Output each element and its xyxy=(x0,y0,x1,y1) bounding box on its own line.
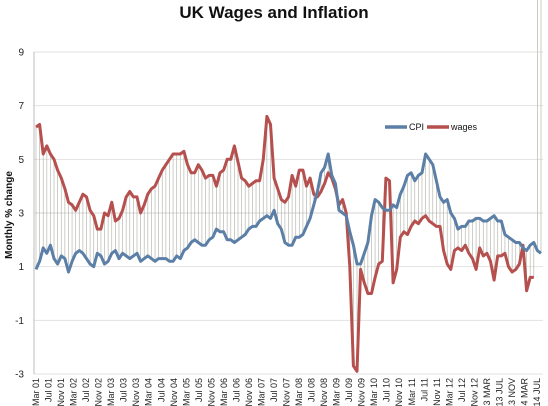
x-tick-label: Nov 01 xyxy=(56,378,66,406)
x-tick-label: Jul 05 xyxy=(194,378,204,402)
x-tick-label: Mar 11 xyxy=(407,378,417,405)
legend-label-cpi: CPI xyxy=(409,122,424,132)
y-tick-label: -3 xyxy=(15,370,24,381)
x-tick-label: Jul 03 xyxy=(119,378,129,402)
x-tick-label: 2013 MAR xyxy=(482,378,492,406)
x-tick-label: Mar 07 xyxy=(256,378,266,406)
x-tick-label: Mar 01 xyxy=(31,378,41,406)
x-tick-label: Jul 12 xyxy=(457,378,467,402)
x-tick-label: Jul 11 xyxy=(419,378,429,401)
x-tick-label: Mar 09 xyxy=(332,378,342,406)
y-tick-labels: -3 -1 1 3 5 7 9 xyxy=(15,48,24,381)
x-tick-label: Nov 02 xyxy=(94,378,104,406)
y-tick-label: 3 xyxy=(18,209,24,220)
x-tick-label: Mar 08 xyxy=(294,378,304,406)
x-tick-label: Mar 05 xyxy=(181,378,191,406)
y-tick-label: 9 xyxy=(18,48,24,59)
legend: CPI wages xyxy=(385,122,478,132)
x-tick-label: Mar 04 xyxy=(144,378,154,406)
x-tick-label: 2014 MAR xyxy=(519,378,529,406)
x-tick-label: Nov 12 xyxy=(469,378,479,406)
x-tick-label: Jul 09 xyxy=(344,378,354,402)
x-tick-label: Jul 01 xyxy=(44,378,54,402)
x-tick-label: Nov 06 xyxy=(244,378,254,406)
gap-fill-hatch xyxy=(35,0,542,372)
series-line-cpi xyxy=(34,152,542,274)
x-tick-label: Nov 07 xyxy=(282,378,292,406)
x-tick-labels: Mar 01 Jul 01 Nov 01 Mar 02 Jul 02 Nov 02 Mar … xyxy=(31,378,542,406)
x-tick-label: Nov 03 xyxy=(131,378,141,406)
x-tick-label: Mar 10 xyxy=(369,378,379,406)
y-tick-label: 5 xyxy=(18,155,24,166)
x-tick-label: Nov 10 xyxy=(394,378,404,406)
x-tick-label: 2013 NOV xyxy=(507,378,517,406)
x-tick-label: Mar 06 xyxy=(219,378,229,406)
x-tick-label: Mar 03 xyxy=(106,378,116,406)
y-tick-label: 7 xyxy=(18,101,24,112)
x-tick-label: Jul 04 xyxy=(156,378,166,402)
x-tick-label: Jul 10 xyxy=(382,378,392,402)
x-tick-label: Jul 02 xyxy=(81,378,91,402)
x-tick-label: Mar 12 xyxy=(444,378,454,406)
x-tick-label: Jul 07 xyxy=(269,378,279,402)
y-tick-label: 1 xyxy=(18,262,24,273)
x-tick-label: Nov 08 xyxy=(319,378,329,406)
chart-title: UK Wages and Inflation xyxy=(179,3,368,22)
x-tick-label: 2013 JUL xyxy=(494,378,504,406)
series-line-wages xyxy=(35,114,534,373)
x-tick-label: Nov 11 xyxy=(432,378,442,406)
plot-lines xyxy=(34,114,542,373)
x-tick-label: Jul 08 xyxy=(307,378,317,402)
x-tick-label: 2014 JUL xyxy=(532,378,542,406)
y-tick-label: -1 xyxy=(15,316,24,327)
x-tick-label: Nov 09 xyxy=(357,378,367,406)
legend-label-wages: wages xyxy=(450,122,478,132)
x-tick-label: Mar 02 xyxy=(69,378,79,406)
x-tick-label: Nov 04 xyxy=(169,378,179,406)
x-tick-label: Jul 06 xyxy=(231,378,241,402)
y-axis-label: Monthly % change xyxy=(4,171,15,259)
x-tick-label: Nov 05 xyxy=(206,378,216,406)
